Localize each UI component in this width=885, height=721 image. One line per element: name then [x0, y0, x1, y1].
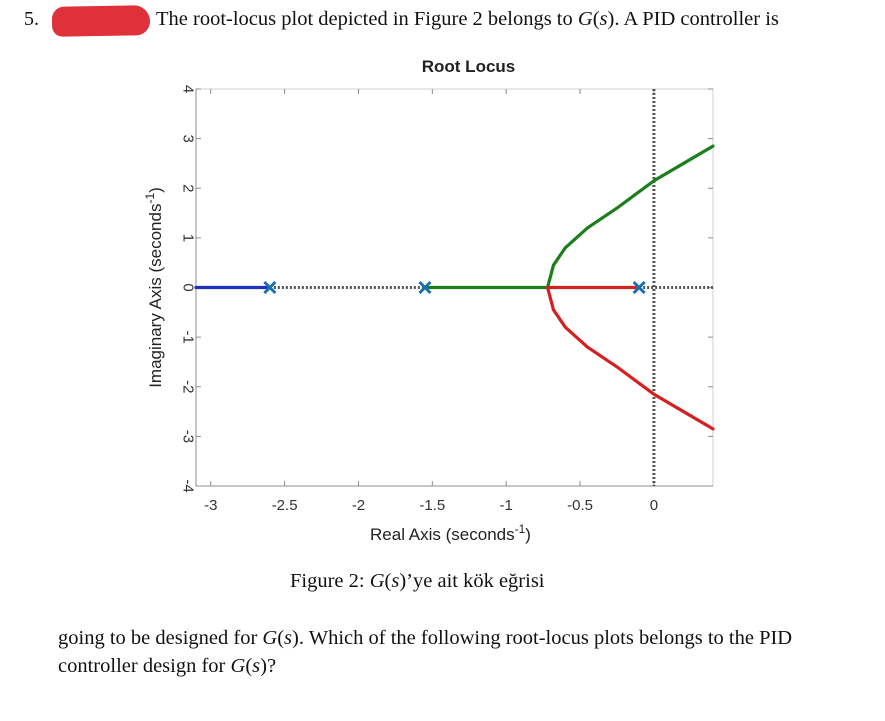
x-tick-label: -1 [500, 497, 513, 514]
x-tick-label: 0 [650, 497, 658, 514]
caption-variable-symbol: s [391, 570, 400, 592]
paragraph-text: going to be designed for [58, 627, 263, 649]
y-tick-label: 2 [180, 184, 197, 192]
question-number: 5. [24, 8, 39, 30]
paragraph-function-symbol: G [262, 627, 278, 649]
pole-marker [263, 280, 277, 295]
variable-symbol: s [599, 8, 608, 30]
pole-marker [632, 280, 646, 295]
y-tick-label: 4 [180, 85, 197, 93]
root-locus-chart: Root Locus -3 -2.5 -2 -1.5 -1 -0.5 0 4 3 2 1 0 -1 -2 -3… [143, 57, 715, 544]
locus-branch-red [545, 285, 715, 431]
paragraph-text: . Which of the following root-locus plot… [58, 627, 793, 677]
x-tick-label: -1.5 [419, 497, 445, 514]
y-tick-label: -3 [180, 430, 197, 443]
function-symbol: G [577, 8, 593, 30]
caption-suffix: ’ye ait kök eğrisi [406, 570, 545, 592]
question-paragraph: going to be designed for G(s). Which of … [58, 627, 793, 677]
x-tick-label: -0.5 [567, 497, 593, 514]
figure-caption: Figure 2: G(s)’ye ait kök eğrisi [290, 570, 545, 592]
y-tick-label: 3 [180, 134, 197, 142]
paragraph-variable-symbol: s [252, 655, 261, 677]
pole-stroke [632, 280, 646, 295]
locus-branch-green [545, 144, 715, 290]
y-tick-label: 0 [180, 283, 197, 291]
paragraph-text: ? [266, 655, 277, 677]
paragraph-variable-symbol: s [284, 627, 293, 649]
question-text: The root-locus plot depicted in Figure 2… [156, 8, 578, 30]
paragraph-function-symbol: G [230, 655, 246, 677]
y-tick-label: -4 [180, 479, 197, 492]
x-axis-label: Real Axis (seconds-1) [370, 522, 531, 544]
x-tick-label: -2 [352, 497, 365, 514]
chart-title: Root Locus [422, 57, 516, 76]
x-tick-label: -3 [204, 497, 217, 514]
y-tick-label: -2 [180, 380, 197, 393]
pole-stroke [418, 280, 432, 295]
y-tick-label: -1 [180, 330, 197, 343]
pole-marker [418, 280, 432, 295]
y-tick-label: 1 [180, 234, 197, 242]
x-tick-label: -2.5 [272, 497, 298, 514]
question-text: . A PID controller is [614, 8, 779, 30]
pole-stroke [263, 280, 277, 295]
caption-prefix: Figure 2: [290, 570, 370, 592]
question-line-1: The root-locus plot depicted in Figure 2… [156, 8, 779, 30]
y-axis-label: Imaginary Axis (seconds-1) [143, 187, 165, 388]
caption-function-symbol: G [369, 570, 385, 592]
